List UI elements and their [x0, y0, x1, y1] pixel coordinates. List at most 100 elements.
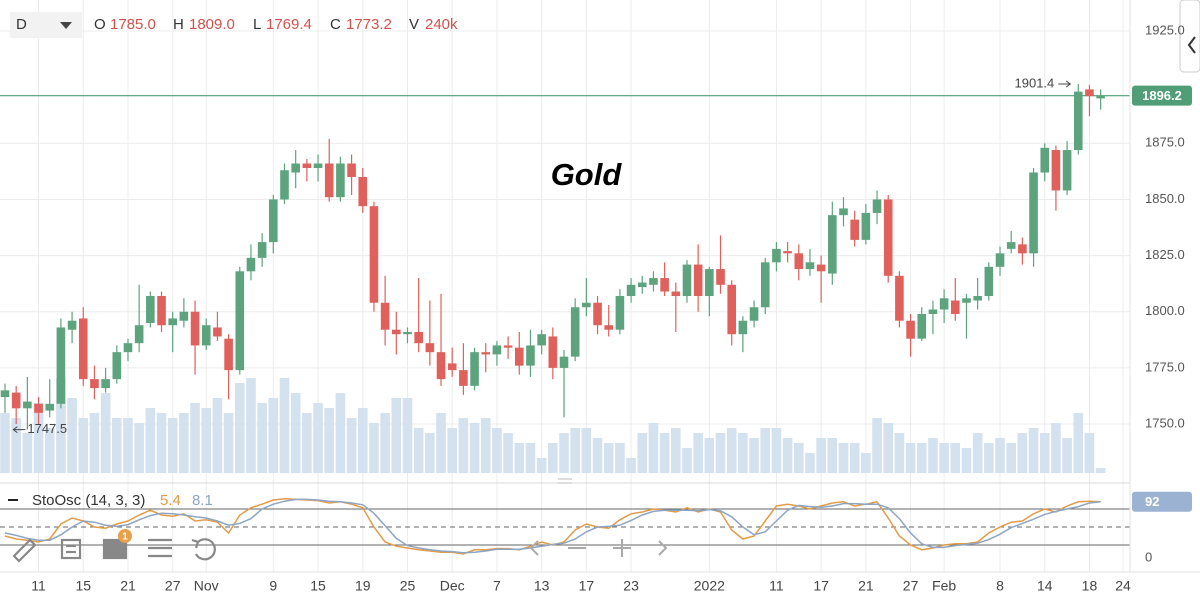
side-panel-arrow	[1187, 36, 1196, 54]
candle-body	[425, 343, 435, 353]
y-tick-label: 1800.0	[1145, 303, 1185, 318]
candle-body	[380, 302, 390, 330]
draw-tool[interactable]	[12, 538, 37, 563]
y-tick-label: 1825.0	[1145, 247, 1185, 262]
candle-body	[179, 311, 189, 321]
volume-bar	[223, 413, 234, 473]
volume-bar	[950, 443, 961, 473]
candle-body	[358, 176, 368, 207]
candle-body	[280, 170, 289, 200]
candle-body	[582, 302, 591, 308]
volume-bar	[603, 443, 614, 473]
candle-body	[693, 264, 703, 297]
volume-bar	[548, 443, 558, 473]
candle-body	[962, 298, 971, 303]
x-tick-label: 15	[310, 578, 326, 594]
badge-count: 1	[122, 532, 128, 543]
candle-body	[336, 163, 345, 198]
volume-bar	[570, 428, 580, 473]
chart-title: Gold	[551, 157, 623, 192]
ohlc-label: H	[173, 16, 184, 33]
scroll-left[interactable]	[529, 540, 539, 556]
zoom-in[interactable]	[613, 539, 631, 557]
candle-body	[201, 325, 211, 346]
candle-body	[324, 163, 334, 198]
indicator-value: 8.1	[192, 492, 213, 509]
candle-body	[805, 262, 815, 270]
interval-selector[interactable]	[10, 12, 82, 38]
volume-bar	[827, 438, 838, 473]
volume-bar	[581, 428, 592, 473]
settings-tool[interactable]	[148, 538, 172, 558]
side-panel-toggle[interactable]	[1179, 0, 1200, 73]
candle-body	[537, 334, 546, 346]
candle-body	[269, 199, 278, 243]
volume-bar	[671, 428, 681, 473]
volume-bar	[346, 418, 357, 473]
x-tick-label: 27	[165, 578, 181, 594]
volume-bar	[436, 413, 446, 473]
volume-bar	[972, 433, 983, 473]
ohlc-value: 1769.4	[266, 16, 312, 33]
oscillator-value: 92	[1145, 494, 1159, 509]
x-tick-label: 11	[769, 578, 784, 594]
candle-body	[146, 296, 155, 323]
x-tick-label: 14	[1037, 578, 1053, 594]
candle-body	[939, 298, 949, 310]
candle-body	[548, 336, 558, 368]
pane-grip[interactable]	[558, 478, 572, 484]
interval: D	[16, 16, 27, 33]
volume-bar	[928, 438, 938, 473]
volume-bar	[1084, 433, 1095, 473]
candle-body	[67, 320, 77, 330]
undo-tool[interactable]	[191, 538, 216, 561]
candle-body	[973, 296, 982, 301]
candle-body	[1040, 147, 1050, 173]
volume-bar	[302, 413, 312, 473]
volume-bar	[559, 433, 569, 473]
volume-bar	[89, 413, 100, 473]
candle-body	[101, 379, 110, 389]
volume-bar	[514, 443, 525, 473]
low-marker-arrow	[12, 426, 26, 434]
volume-bar	[492, 428, 502, 473]
candle-body	[816, 264, 826, 272]
y-tick-label: 1775.0	[1145, 359, 1185, 374]
candle-body	[984, 266, 994, 297]
x-tick-label: 25	[400, 578, 416, 594]
x-tick-label: 23	[623, 578, 639, 594]
oscillator-line	[4, 498, 1101, 554]
volume-bar	[905, 443, 916, 473]
candle-body	[90, 379, 99, 389]
volume-bar	[425, 433, 435, 473]
scroll-right[interactable]	[658, 540, 668, 556]
volume-bar	[592, 438, 603, 473]
volume-bar	[212, 398, 223, 473]
candle-body	[213, 327, 222, 337]
list-tool[interactable]	[60, 538, 82, 560]
volume-bar	[1006, 443, 1016, 473]
candle-body	[134, 325, 144, 344]
volume-bar	[648, 423, 659, 473]
candle-body	[23, 401, 32, 409]
indicator-tool[interactable]	[102, 538, 128, 560]
volume-bar	[715, 433, 726, 473]
candle-body	[951, 300, 960, 314]
candle-body	[481, 352, 491, 355]
volume-bar	[469, 423, 480, 473]
candle-layer	[0, 83, 1105, 430]
ohlc-value: 1809.0	[189, 16, 235, 33]
volume-bar	[1073, 413, 1084, 473]
x-tick-label: 18	[1082, 578, 1098, 594]
candle-body	[302, 163, 312, 168]
volume-bar	[872, 418, 882, 473]
volume-bar	[637, 433, 648, 473]
candle-body	[392, 329, 401, 335]
dropdown-arrow[interactable]	[60, 22, 72, 29]
oscillator-layer	[0, 498, 1130, 555]
indicator-name: StoOsc (14, 3, 3)	[32, 492, 145, 509]
volume-bar	[916, 443, 927, 473]
volume-bar	[1062, 438, 1072, 473]
y-tick-label: 1875.0	[1145, 135, 1185, 150]
y-tick-label: 0	[1145, 549, 1152, 564]
